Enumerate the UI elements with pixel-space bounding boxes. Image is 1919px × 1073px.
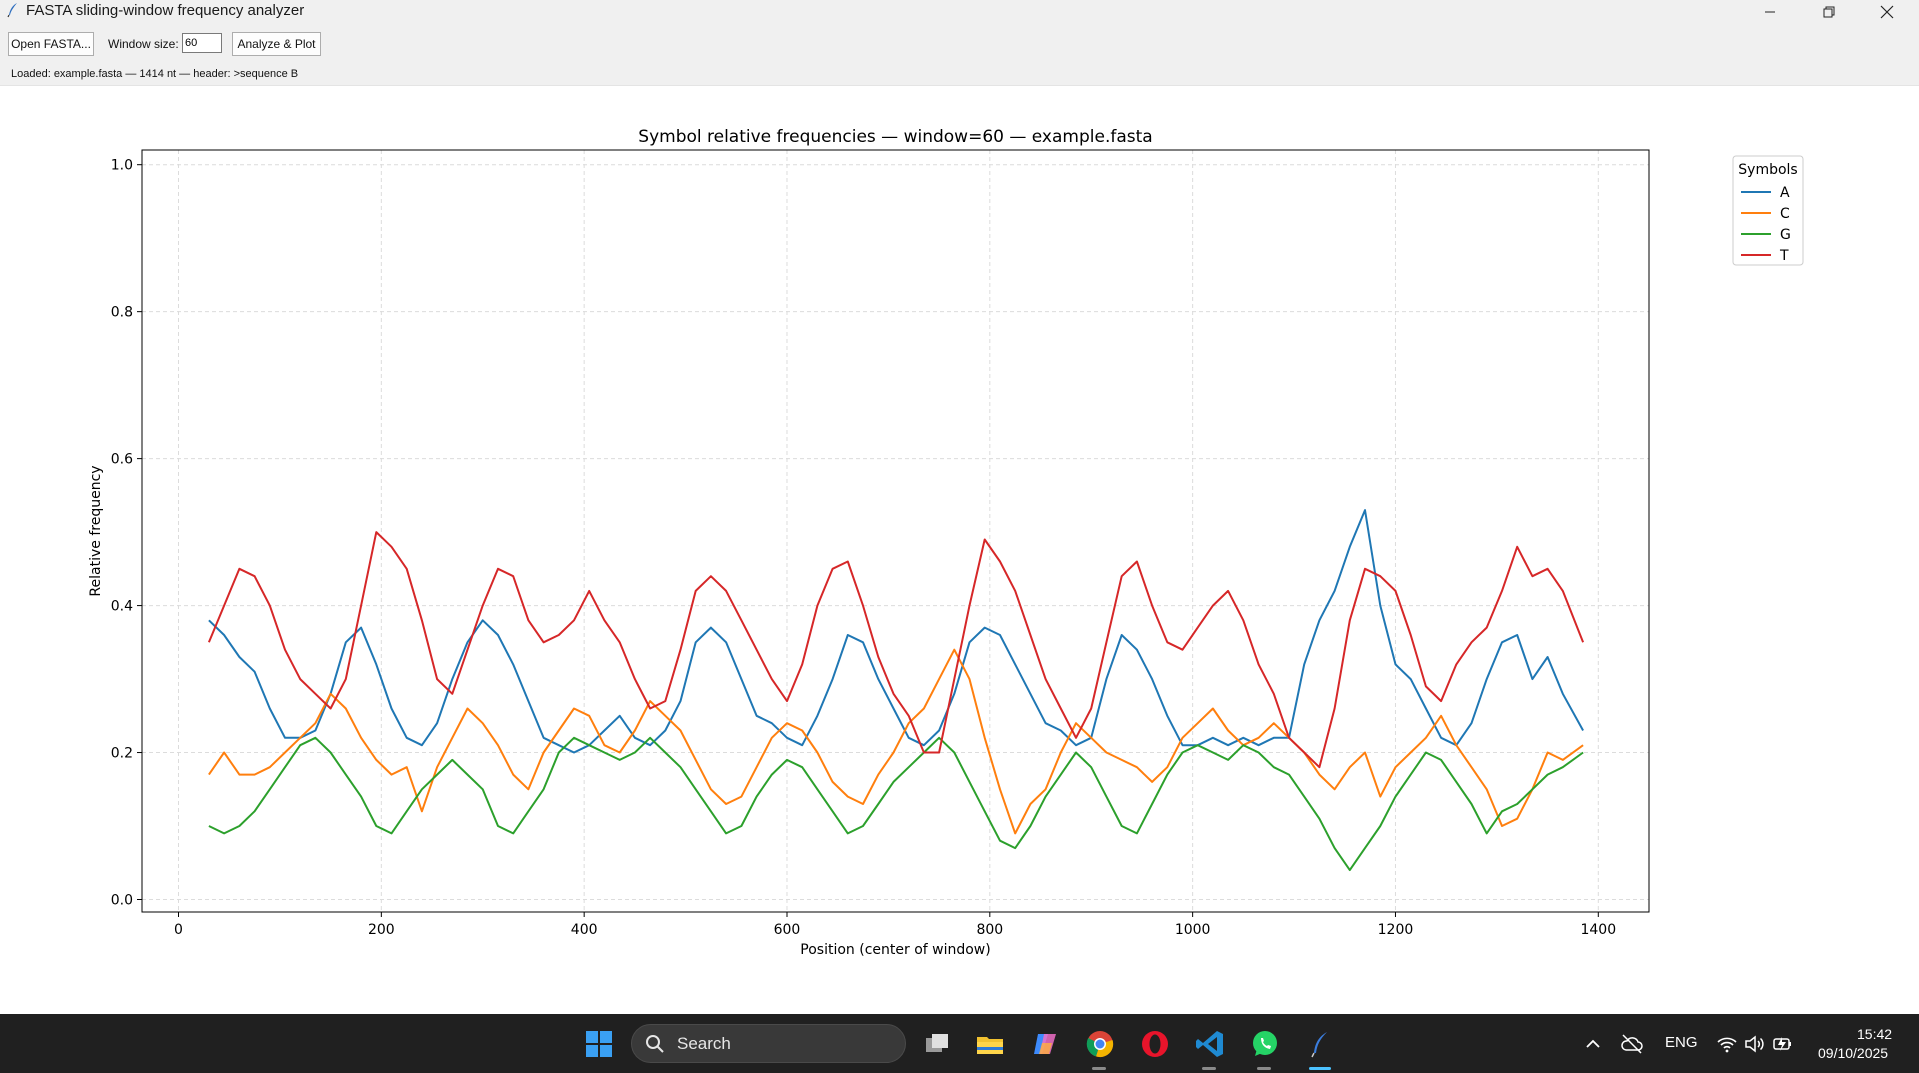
x-tick-label: 800	[976, 922, 1003, 938]
legend-box	[1732, 155, 1804, 266]
x-tick-label: 400	[571, 922, 598, 938]
y-tick-label: 0.4	[111, 599, 133, 615]
analyze-plot-button[interactable]: Analyze & Plot	[232, 32, 321, 56]
x-tick-label: 600	[774, 922, 801, 938]
y-tick-label: 0.2	[111, 746, 133, 762]
plot-area: 0 200 400 600 800 1000 1200 1400 0.0 0.2 0.4 0.6 0.8…	[0, 86, 1919, 1014]
vscode-icon[interactable]	[1195, 1029, 1225, 1059]
window-size-label: Window size:	[108, 37, 179, 51]
copilot-icon[interactable]	[1030, 1029, 1060, 1059]
whatsapp-running-indicator	[1257, 1067, 1271, 1070]
search-placeholder: Search	[677, 1034, 731, 1053]
legend-label-T: T	[1779, 248, 1789, 264]
wifi-icon[interactable]	[1716, 1034, 1738, 1054]
y-tick-label: 1.0	[111, 158, 133, 174]
y-tick-label: 0.8	[111, 305, 133, 321]
y-tick-label: 0.0	[111, 893, 133, 909]
close-icon	[1880, 5, 1894, 18]
frequency-line-chart: 0 200 400 600 800 1000 1200 1400 0.0 0.2 0.4 0.6 0.8…	[88, 127, 1804, 958]
chrome-icon[interactable]	[1085, 1029, 1115, 1059]
legend-label-G: G	[1780, 227, 1791, 243]
whatsapp-icon[interactable]	[1250, 1029, 1280, 1059]
legend-label-A: A	[1780, 185, 1790, 201]
feather-app-icon	[7, 3, 17, 18]
x-axis-label: Position (center of window)	[800, 942, 990, 958]
chrome-running-indicator	[1092, 1067, 1106, 1070]
title-bar: FASTA sliding-window frequency analyzer	[0, 0, 1919, 23]
toolbar: Open FASTA... Window size: Analyze & Plo…	[0, 23, 1919, 86]
active-app-indicator	[1309, 1067, 1331, 1070]
series-line-A	[208, 509, 1584, 754]
legend-label-C: C	[1780, 206, 1790, 222]
y-tick-label: 0.6	[111, 452, 133, 468]
windows-start-icon[interactable]	[584, 1029, 614, 1059]
battery-charging-icon[interactable]	[1772, 1034, 1794, 1054]
restore-button[interactable]	[1800, 0, 1858, 23]
minimize-button[interactable]	[1741, 0, 1799, 23]
volume-icon[interactable]	[1744, 1034, 1766, 1054]
taskbar: Search ENG 15:42 09/10/2025	[0, 1014, 1919, 1073]
x-tick-label: 1200	[1378, 922, 1414, 938]
clock-time[interactable]: 15:42	[1857, 1026, 1893, 1042]
chevron-up-icon[interactable]	[1584, 1035, 1602, 1053]
series-line-G	[208, 736, 1584, 872]
x-tick-label: 0	[174, 922, 183, 938]
search-icon	[646, 1035, 664, 1053]
open-fasta-button[interactable]: Open FASTA...	[8, 32, 94, 56]
y-axis-label: Relative frequency	[88, 465, 104, 596]
file-explorer-icon[interactable]	[975, 1029, 1005, 1059]
legend-title: Symbols	[1738, 162, 1797, 178]
series-line-C	[208, 648, 1584, 835]
axes-frame	[141, 149, 1650, 913]
window-size-input[interactable]	[182, 33, 222, 53]
feather-app-taskbar-icon[interactable]	[1305, 1029, 1335, 1059]
chart-title: Symbol relative frequencies — window=60 …	[638, 127, 1152, 147]
x-tick-label: 1400	[1580, 922, 1616, 938]
close-button[interactable]	[1858, 0, 1916, 23]
task-view-icon[interactable]	[922, 1029, 952, 1059]
vscode-running-indicator	[1202, 1067, 1216, 1070]
opera-icon[interactable]	[1140, 1029, 1170, 1059]
clock-date[interactable]: 09/10/2025	[1818, 1045, 1889, 1061]
cloud-offline-icon[interactable]	[1620, 1033, 1644, 1055]
language-indicator[interactable]: ENG	[1665, 1034, 1698, 1051]
window-title: FASTA sliding-window frequency analyzer	[26, 2, 305, 19]
minimize-icon	[1765, 11, 1775, 12]
series-line-T	[207, 531, 1585, 769]
status-text: Loaded: example.fasta — 1414 nt — header…	[11, 68, 299, 80]
restore-icon	[1823, 6, 1835, 17]
x-tick-label: 200	[368, 922, 395, 938]
taskbar-search-box[interactable]: Search	[631, 1024, 906, 1063]
x-tick-label: 1000	[1175, 922, 1211, 938]
